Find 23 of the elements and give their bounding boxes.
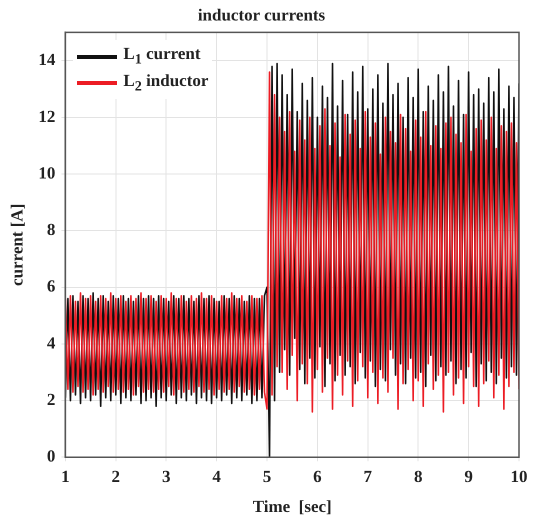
y-axis-title: current [A] [8, 204, 27, 286]
x-tick-label: 10 [510, 466, 528, 486]
y-tick-label: 10 [38, 163, 56, 182]
y-tick-label: 14 [38, 50, 56, 70]
y-tick-label: 4 [46, 333, 56, 352]
x-tick-label: 7 [364, 466, 373, 486]
y-tick-label: 6 [46, 276, 56, 296]
x-tick-label: 3 [162, 466, 170, 486]
legend-label: L$_{1}$ current [123, 44, 201, 69]
y-tick-label: 12 [38, 106, 56, 126]
x-axis-title: Time [sec] [252, 497, 332, 516]
y-tick-label: 8 [46, 220, 56, 240]
x-tick-label: 4 [212, 466, 222, 486]
y-tick-label: 0 [46, 446, 56, 466]
x-tick-label: 8 [414, 466, 422, 486]
x-tick-label: 5 [262, 466, 272, 486]
x-tick-label: 1 [61, 466, 70, 486]
chart-title: inductor currents [198, 6, 326, 25]
x-tick-label: 9 [464, 466, 473, 486]
y-tick-label: 2 [46, 390, 56, 409]
legend-label: L$_{2}$ inductor [123, 70, 208, 96]
x-tick-label: 6 [313, 466, 322, 486]
x-tick-label: 2 [112, 466, 120, 486]
